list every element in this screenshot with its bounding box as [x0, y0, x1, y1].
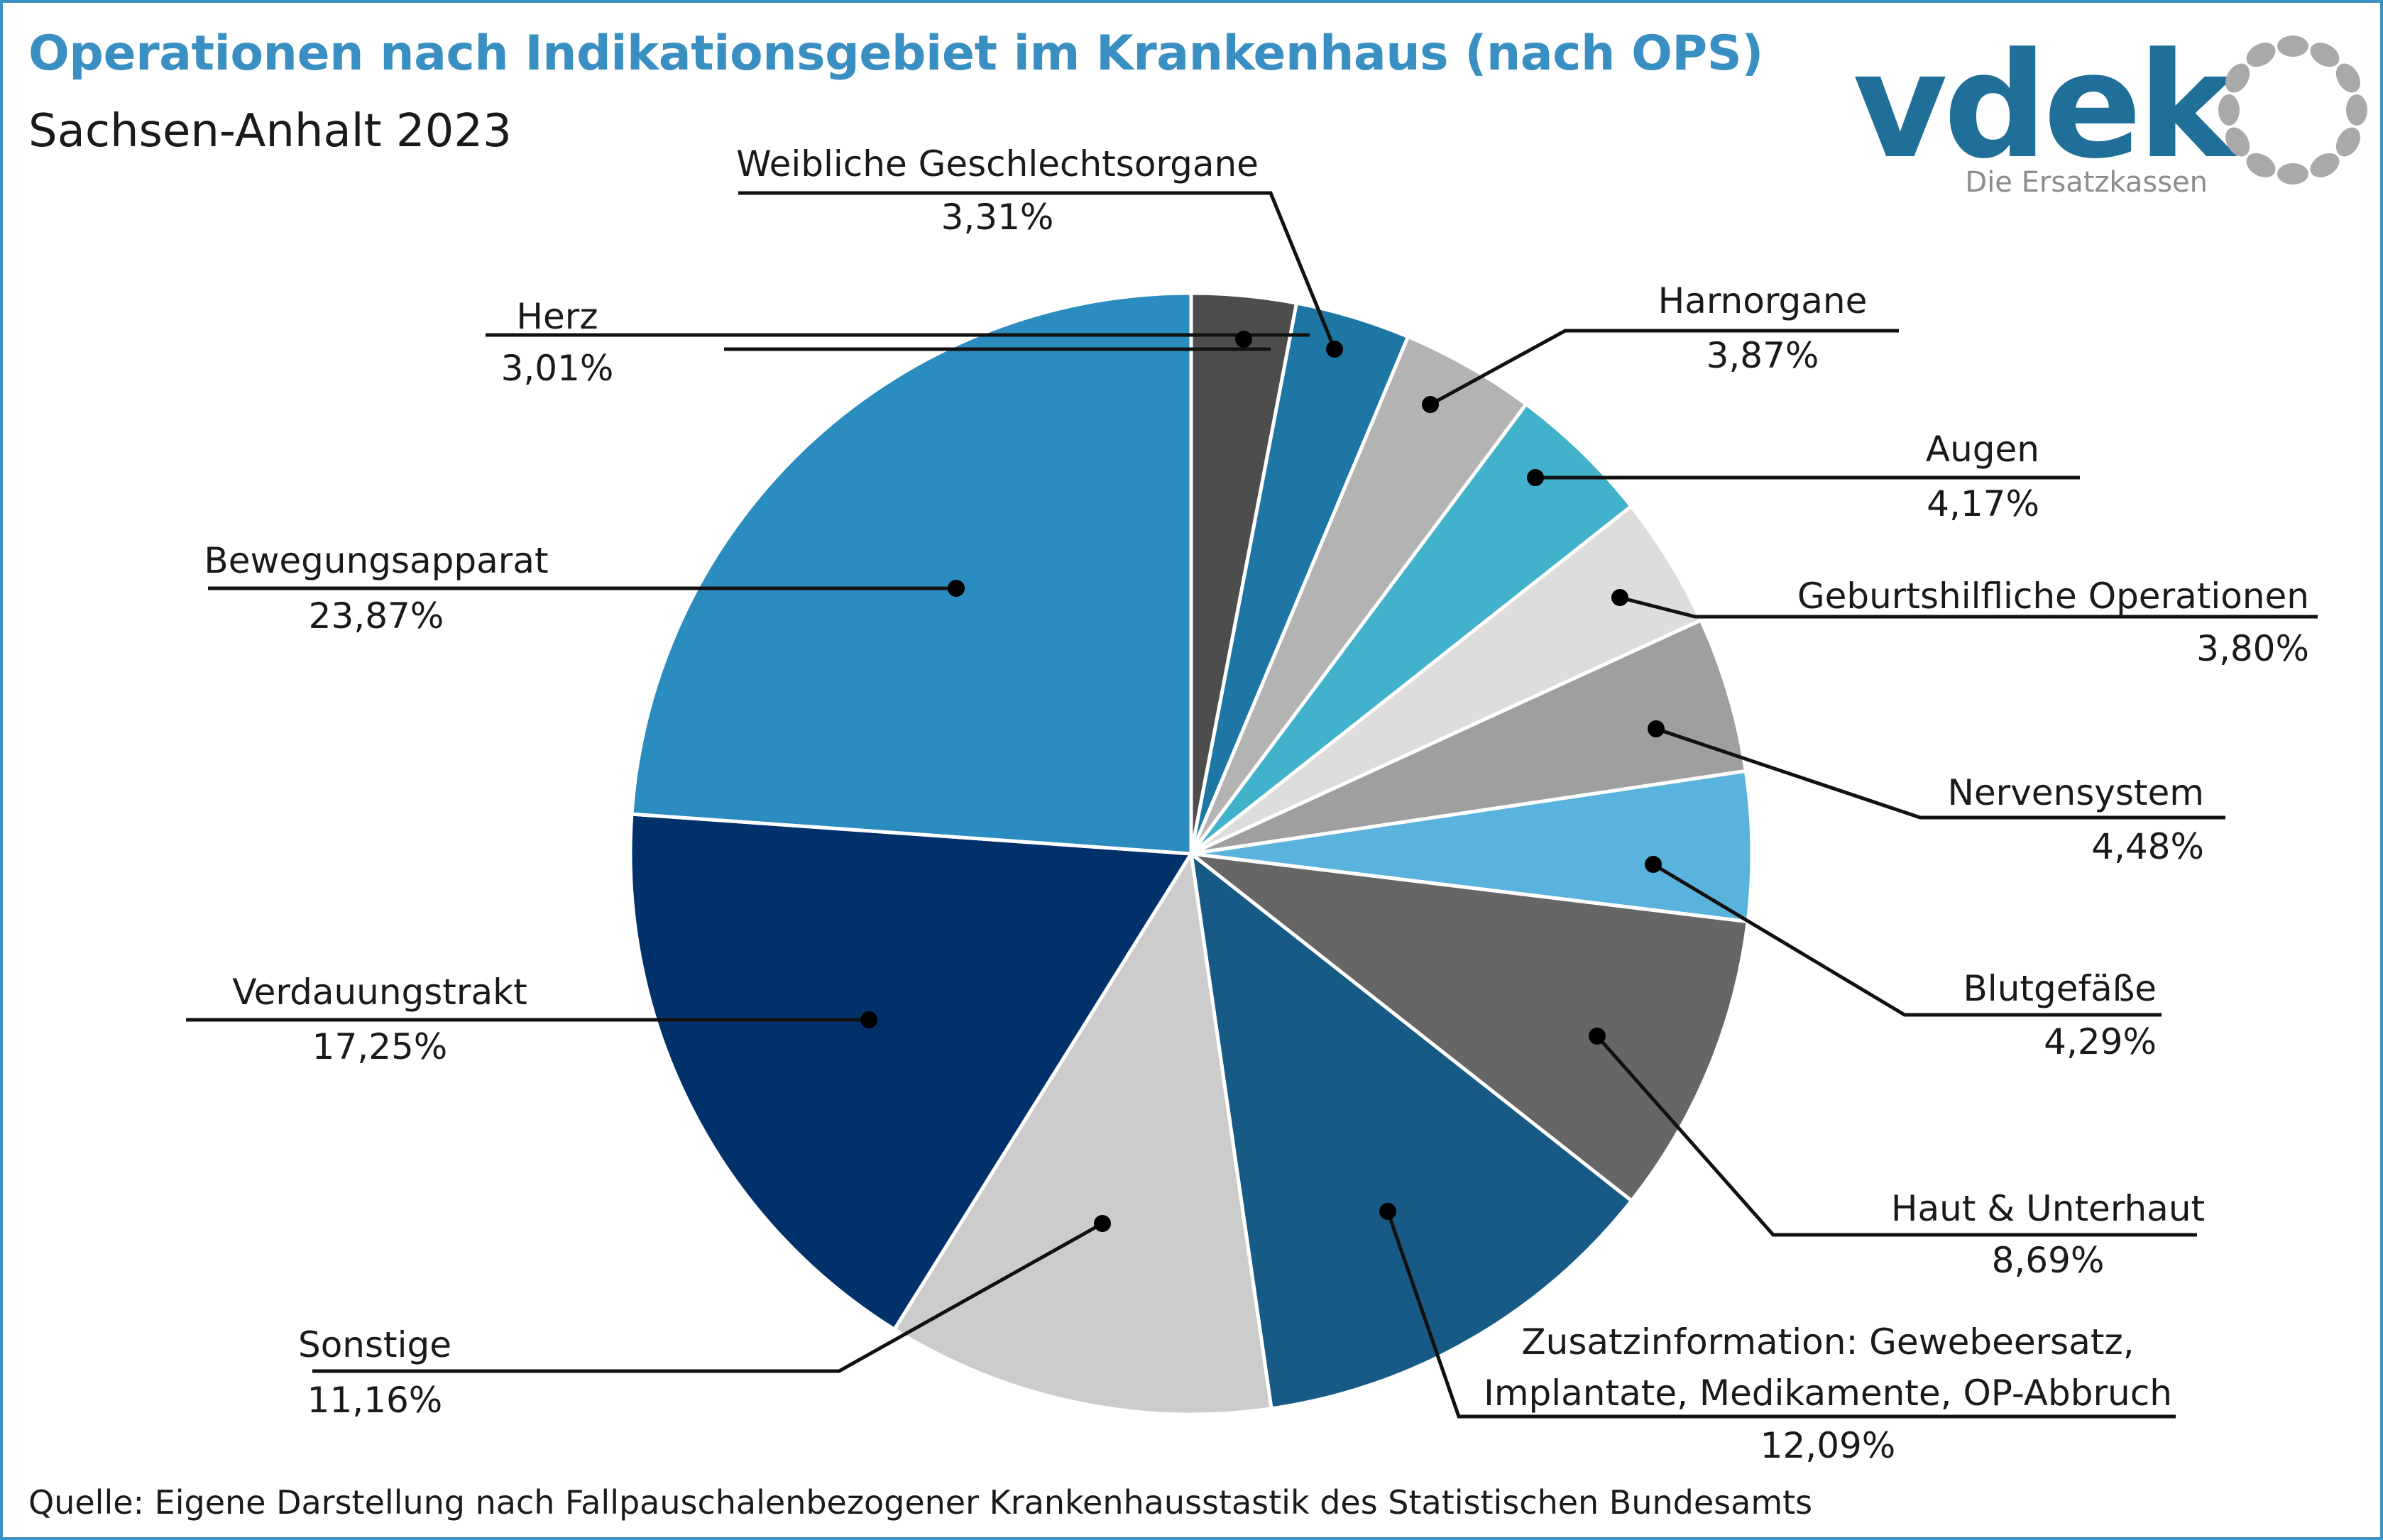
leader-line-2	[738, 191, 1337, 350]
pie-slice-8	[1189, 852, 1750, 1203]
leader-dot-3	[1422, 396, 1439, 413]
slice-label-9-line-2: Implantate, Medikamente, OP-Abbruch	[1484, 1373, 2172, 1414]
pie-slice-10	[892, 852, 1273, 1417]
logo-ring-segment	[2335, 127, 2360, 157]
slice-value-11: 17,25%	[312, 1026, 448, 1067]
logo-ring-segment	[2346, 94, 2367, 126]
leader-dot-2	[1326, 341, 1343, 358]
leader-dot-4	[1527, 469, 1544, 486]
slice-value-5: 3,80%	[2196, 628, 2309, 669]
slice-value-2: 3,31%	[941, 197, 1054, 238]
slice-label-11: Verdauungstrakt	[232, 972, 527, 1013]
pie-slice-4	[1189, 402, 1633, 856]
chart-title: Operationen nach Indikationsgebiet im Kr…	[28, 26, 1763, 82]
slice-value-3: 3,87%	[1707, 335, 1819, 376]
slice-value-6: 4,48%	[2091, 826, 2204, 867]
slice-label-1: Herz	[516, 296, 598, 337]
leader-dot-10	[1094, 1215, 1111, 1232]
slice-label-7: Blutgefäße	[1963, 968, 2157, 1009]
leader-dot-9	[1379, 1203, 1396, 1220]
slice-label-9-line-1: Zusatzinformation: Gewebeersatz,	[1521, 1321, 2134, 1363]
logo-ring-segment	[2225, 63, 2250, 93]
slice-value-12: 23,87%	[309, 595, 444, 637]
logo-ring-segment	[2246, 43, 2276, 67]
pie-slice-11	[628, 812, 1193, 1331]
slice-label-3: Harnorgane	[1658, 280, 1868, 321]
pie-slice-7	[1189, 769, 1754, 924]
slice-value-7: 4,29%	[2044, 1021, 2157, 1062]
slice-labels: Herz 3,01% Weibliche Geschlechtsorgane 3,31…	[204, 143, 2309, 1466]
pie-slice-12	[630, 291, 1193, 856]
leader-dot-12	[948, 580, 965, 597]
logo-ring-segment	[2218, 94, 2240, 126]
pie-slice-9	[1189, 852, 1633, 1411]
logo-ring-segment	[2335, 63, 2360, 93]
slice-value-4: 4,17%	[1927, 483, 2039, 524]
logo-ring-segment	[2310, 153, 2340, 177]
chart-subtitle: Sachsen-Anhalt 2023	[28, 105, 512, 158]
logo-ring-icon	[2218, 35, 2367, 185]
pie-slice-6	[1189, 618, 1748, 856]
logo-tagline: Die Ersatzkassen	[1965, 166, 2208, 199]
source-note: Quelle: Eigene Darstellung nach Fallpaus…	[28, 1483, 1813, 1522]
slice-label-5: Geburtshilfliche Operationen	[1797, 576, 2309, 617]
slice-label-8: Haut & Unterhaut	[1891, 1188, 2205, 1229]
slice-label-12: Bewegungsapparat	[204, 540, 548, 581]
leader-dot-1	[1235, 331, 1252, 348]
logo-ring-segment	[2277, 163, 2308, 185]
logo-ring-segment	[2225, 127, 2250, 157]
logo-wordmark: vdek	[1853, 22, 2237, 191]
logo-ring-segment	[2246, 153, 2276, 177]
slice-value-9: 12,09%	[1760, 1425, 1896, 1466]
logo-ring-segment	[2277, 35, 2308, 57]
pie-slices	[628, 291, 1754, 1417]
slice-value-1: 3,01%	[501, 348, 614, 389]
leader-dot-6	[1648, 720, 1665, 737]
leader-lines	[186, 191, 2318, 1419]
slice-value-8: 8,69%	[1992, 1240, 2105, 1281]
slice-label-6: Nervensystem	[1947, 772, 2204, 813]
slice-label-4: Augen	[1926, 429, 2039, 470]
logo-ring-segment	[2310, 43, 2340, 67]
slice-value-10: 11,16%	[307, 1380, 443, 1421]
leader-dot-7	[1645, 856, 1662, 873]
pie-slice-3	[1189, 334, 1528, 856]
leader-dot-11	[860, 1011, 877, 1028]
leader-dot-5	[1611, 589, 1628, 606]
leader-dot-8	[1589, 1028, 1606, 1045]
vdek-logo: vdek Die Ersatzkassen	[1853, 22, 2367, 199]
slice-label-10: Sonstige	[298, 1324, 451, 1365]
slice-label-2: Weibliche Geschlechtsorgane	[736, 143, 1259, 185]
